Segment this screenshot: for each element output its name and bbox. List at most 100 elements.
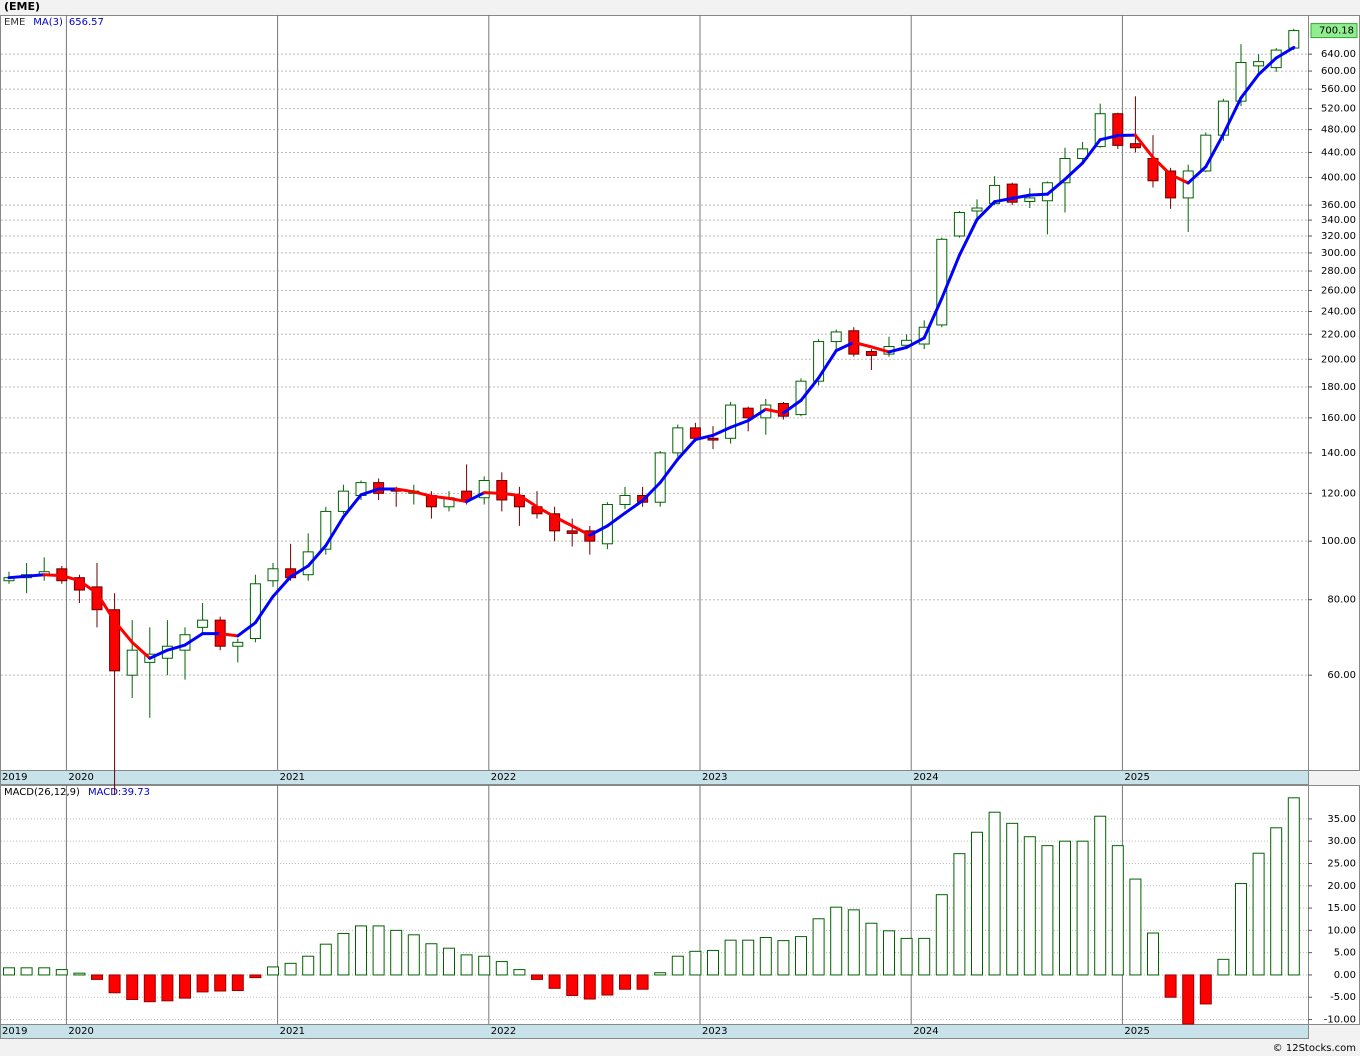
ma-line <box>799 376 821 402</box>
y-tick-label: 30.00 <box>1327 836 1356 847</box>
ma-line <box>975 200 997 222</box>
macd-axis <box>1308 785 1360 1025</box>
macd-bar <box>1094 815 1107 976</box>
macd-bar <box>390 929 403 976</box>
macd-bar <box>407 934 420 976</box>
macd-bar <box>1006 822 1019 976</box>
macd-bar <box>319 943 332 976</box>
macd-bar <box>20 967 33 976</box>
macd-bar <box>55 969 68 976</box>
date-band <box>0 1024 1309 1039</box>
ma-line <box>306 544 328 568</box>
ma-line <box>553 515 574 528</box>
candle-body <box>619 495 631 505</box>
ma-line <box>271 575 293 598</box>
ma-line <box>465 491 486 504</box>
candle-body <box>813 341 825 382</box>
macd-bar <box>988 811 1001 976</box>
y-tick-label: 20.00 <box>1327 881 1356 892</box>
y-tick-label: 240.00 <box>1321 306 1356 317</box>
candle-body <box>953 211 965 237</box>
x-tick-label: 2025 <box>1124 1026 1149 1037</box>
legend-symbol: EME <box>4 17 25 28</box>
x-tick-label: 2019 <box>2 772 27 783</box>
ma-line <box>869 345 891 354</box>
macd-bar <box>759 936 772 976</box>
macd-bar <box>495 961 508 976</box>
y-tick-label: 520.00 <box>1321 104 1356 115</box>
legend-macd: MACD: <box>88 787 121 798</box>
macd-bar <box>302 955 315 976</box>
ma-line <box>25 573 46 578</box>
candle-body <box>1077 148 1089 159</box>
macd-bar <box>1287 797 1300 976</box>
ma-line <box>482 491 504 495</box>
y-tick-label: 80.00 <box>1327 595 1356 606</box>
ma-line <box>570 524 592 537</box>
ma-line <box>940 253 961 300</box>
y-tick-label: 140.00 <box>1321 448 1356 459</box>
ma-line <box>429 494 451 500</box>
y-tick-label: 320.00 <box>1321 231 1356 242</box>
macd-bar <box>425 943 438 976</box>
y-tick-label: 5.00 <box>1334 948 1356 959</box>
candle-body <box>672 427 684 454</box>
candle-body <box>91 586 103 611</box>
candle-body <box>496 480 508 501</box>
candle-body <box>1006 183 1018 203</box>
ma-line <box>817 349 838 380</box>
price-axis <box>1308 15 1360 771</box>
ma-line <box>1204 132 1225 169</box>
ma-line <box>1239 72 1261 100</box>
ma-line <box>7 574 29 580</box>
macd-bar <box>1235 883 1247 976</box>
ma-line <box>113 619 134 644</box>
macd-bar <box>284 962 297 976</box>
x-tick-label: 2023 <box>702 1026 727 1037</box>
macd-bar <box>777 940 790 976</box>
ma-line <box>1098 134 1120 142</box>
macd-bar <box>1164 974 1177 998</box>
last-price-box <box>1310 23 1358 39</box>
macd-bar <box>742 939 755 976</box>
ma-line <box>412 490 433 498</box>
ma-line <box>711 425 733 437</box>
macd-bar <box>38 967 51 976</box>
candle-body <box>725 404 737 439</box>
ma-line <box>517 494 539 509</box>
candle-body <box>320 510 332 550</box>
legend-ma-value: 656.57 <box>69 17 104 28</box>
macd-bar <box>73 972 86 976</box>
ma-line <box>764 407 785 415</box>
ma-line <box>253 594 275 625</box>
ma-line <box>746 407 768 423</box>
candle-body <box>1112 113 1124 146</box>
ma-line <box>95 591 117 623</box>
candle-body <box>742 407 754 419</box>
candle-body <box>707 437 719 441</box>
candle-body <box>1253 61 1265 67</box>
macd-bar <box>724 939 737 976</box>
candle-body <box>337 490 349 512</box>
ma-line <box>623 499 645 515</box>
ma-line <box>1186 165 1208 185</box>
macd-bar <box>231 974 244 992</box>
macd-bar <box>953 853 966 976</box>
ma-line <box>1151 155 1173 177</box>
y-tick-label: -5.00 <box>1330 992 1356 1003</box>
macd-bar <box>935 894 948 976</box>
date-band <box>0 770 1309 785</box>
ma-line <box>1257 56 1278 76</box>
macd-bar <box>1111 845 1124 976</box>
ma-line <box>289 564 310 579</box>
y-tick-label: 100.00 <box>1321 536 1356 547</box>
macd-bar <box>143 974 156 1003</box>
ma-line <box>500 491 521 498</box>
ma-line <box>535 505 557 519</box>
ma-line <box>77 579 99 595</box>
macd-bar <box>1270 827 1283 976</box>
y-tick-label: 280.00 <box>1321 266 1356 277</box>
y-tick-label: 15.00 <box>1327 903 1356 914</box>
y-tick-label: 600.00 <box>1321 66 1356 77</box>
macd-bar <box>795 936 807 976</box>
